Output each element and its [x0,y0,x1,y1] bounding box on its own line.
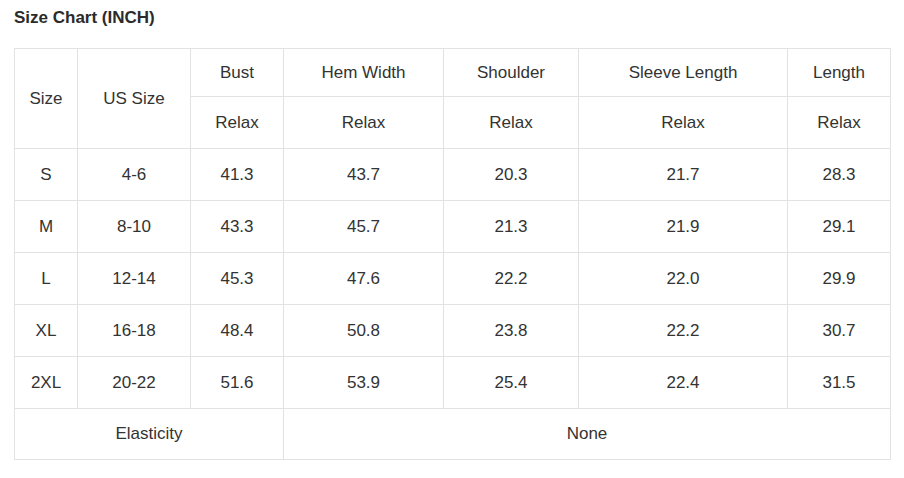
table-row-s: S 4-6 41.3 43.7 20.3 21.7 28.3 [15,149,891,201]
value-cell-sleeve-length: 21.9 [579,201,788,253]
size-chart-page: Size Chart (INCH) Size US Size Bust Hem … [0,0,904,460]
value-cell-hem-width: 45.7 [284,201,444,253]
fit-cell-bust: Relax [191,97,284,149]
value-cell-length: 31.5 [788,357,891,409]
value-cell-hem-width: 53.9 [284,357,444,409]
fit-cell-sleeve-length: Relax [579,97,788,149]
value-cell-shoulder: 21.3 [444,201,579,253]
value-cell-length: 29.9 [788,253,891,305]
col-header-sleeve-length: Sleeve Length [579,49,788,97]
value-cell-length: 28.3 [788,149,891,201]
elasticity-label-cell: Elasticity [15,409,284,460]
header-row-measures: Size US Size Bust Hem Width Shoulder Sle… [15,49,891,97]
value-cell-sleeve-length: 22.2 [579,305,788,357]
fit-cell-shoulder: Relax [444,97,579,149]
size-cell: 2XL [15,357,78,409]
value-cell-bust: 43.3 [191,201,284,253]
us-size-cell: 16-18 [78,305,191,357]
value-cell-bust: 48.4 [191,305,284,357]
value-cell-length: 29.1 [788,201,891,253]
value-cell-shoulder: 25.4 [444,357,579,409]
value-cell-bust: 41.3 [191,149,284,201]
table-row-m: M 8-10 43.3 45.7 21.3 21.9 29.1 [15,201,891,253]
size-chart-table: Size US Size Bust Hem Width Shoulder Sle… [14,48,891,460]
value-cell-bust: 45.3 [191,253,284,305]
table-row-2xl: 2XL 20-22 51.6 53.9 25.4 22.4 31.5 [15,357,891,409]
col-header-bust: Bust [191,49,284,97]
col-header-size: Size [15,49,78,149]
size-cell: L [15,253,78,305]
value-cell-shoulder: 22.2 [444,253,579,305]
us-size-cell: 8-10 [78,201,191,253]
value-cell-sleeve-length: 21.7 [579,149,788,201]
col-header-hem-width: Hem Width [284,49,444,97]
size-cell: S [15,149,78,201]
value-cell-bust: 51.6 [191,357,284,409]
fit-cell-length: Relax [788,97,891,149]
us-size-cell: 20-22 [78,357,191,409]
value-cell-sleeve-length: 22.0 [579,253,788,305]
size-cell: M [15,201,78,253]
table-row-l: L 12-14 45.3 47.6 22.2 22.0 29.9 [15,253,891,305]
us-size-cell: 12-14 [78,253,191,305]
col-header-length: Length [788,49,891,97]
fit-cell-hem-width: Relax [284,97,444,149]
value-cell-hem-width: 50.8 [284,305,444,357]
elasticity-row: Elasticity None [15,409,891,460]
elasticity-value-cell: None [284,409,891,460]
table-row-xl: XL 16-18 48.4 50.8 23.8 22.2 30.7 [15,305,891,357]
value-cell-shoulder: 20.3 [444,149,579,201]
col-header-shoulder: Shoulder [444,49,579,97]
value-cell-sleeve-length: 22.4 [579,357,788,409]
col-header-us-size: US Size [78,49,191,149]
value-cell-shoulder: 23.8 [444,305,579,357]
page-title: Size Chart (INCH) [14,8,890,28]
value-cell-hem-width: 47.6 [284,253,444,305]
us-size-cell: 4-6 [78,149,191,201]
value-cell-length: 30.7 [788,305,891,357]
size-cell: XL [15,305,78,357]
value-cell-hem-width: 43.7 [284,149,444,201]
